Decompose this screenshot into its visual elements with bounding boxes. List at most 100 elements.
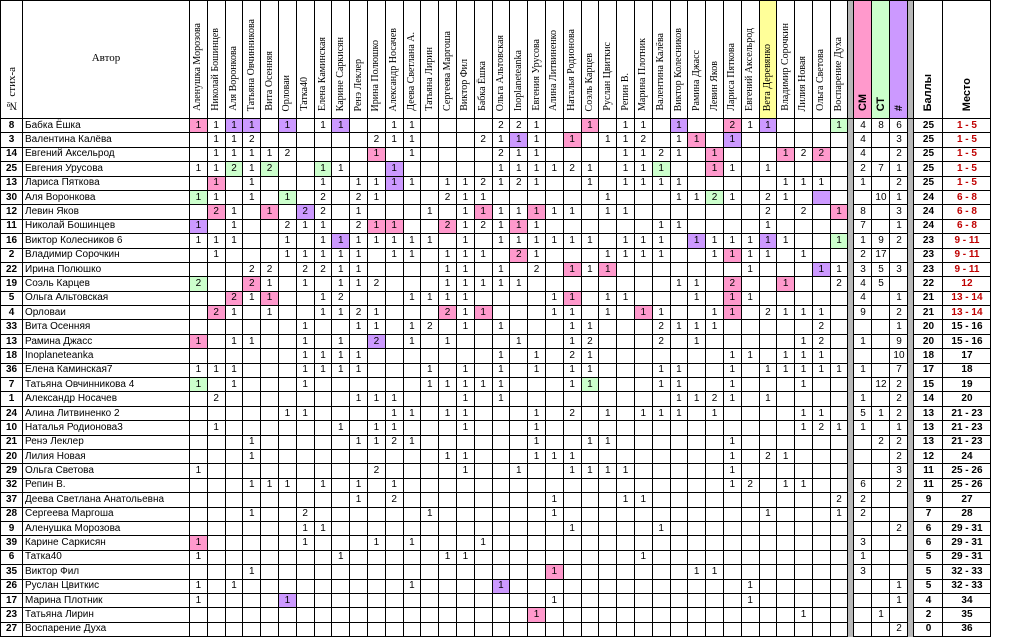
score-cell: [420, 189, 440, 206]
place-cell: 27: [942, 492, 992, 508]
score-cell: [313, 146, 333, 163]
score-cell: 1: [616, 247, 635, 263]
score-cell: [811, 535, 831, 551]
score-cell: [509, 549, 529, 566]
author-name: Евгения Урусова: [22, 161, 190, 177]
score-cell: [331, 621, 351, 637]
author-name: Аленушка Морозова: [22, 520, 190, 537]
place-cell: 29 - 31: [942, 535, 992, 551]
score-cell: [669, 261, 689, 278]
score-cell: [438, 621, 457, 637]
hash-cell: 1: [889, 319, 909, 335]
score-cell: [491, 420, 511, 436]
score-cell: 1: [242, 189, 262, 206]
score-cell: 1: [189, 117, 208, 134]
author-name: Рамина Джасс: [22, 333, 190, 350]
score-cell: 1: [527, 175, 546, 191]
score-cell: [384, 607, 404, 623]
score-cell: 1: [242, 146, 262, 163]
score-cell: 1: [402, 535, 422, 551]
score-cell: [224, 492, 244, 508]
score-cell: [562, 189, 582, 206]
score-cell: [260, 549, 279, 566]
score-cell: 1: [455, 319, 475, 335]
score-cell: [402, 420, 422, 436]
score-cell: [580, 276, 600, 292]
score-cell: 1: [829, 261, 849, 278]
score-cell: [224, 420, 244, 436]
score-cell: 1: [527, 434, 546, 450]
score-cell: 1: [224, 362, 244, 379]
score-cell: 1: [384, 233, 404, 249]
table-row: 1 Александр Носачев 2 1 1 1 1 1 1 1 2 1 1 1 2 14 20: [0, 391, 992, 407]
score-cell: [331, 405, 351, 422]
score-cell: [206, 463, 226, 479]
score-cell: [438, 506, 457, 522]
score-cell: [651, 261, 671, 278]
score-cell: 1: [580, 175, 600, 191]
score-cell: 2: [651, 333, 671, 350]
score-cell: [776, 463, 796, 479]
judge-header-label: Орловаи: [281, 74, 293, 111]
hash-cell: 3: [889, 132, 909, 148]
hash-cell: 2: [889, 391, 909, 407]
score-cell: [491, 448, 511, 465]
place-cell: 6 - 8: [942, 218, 992, 235]
score-cell: [722, 578, 742, 594]
score-cell: [794, 592, 813, 609]
score-cell: 1: [277, 247, 297, 263]
score-cell: [260, 189, 279, 206]
score-cell: [758, 377, 778, 393]
ct-cell: [871, 463, 891, 479]
judge-header-label: Евгения Урусова: [530, 39, 542, 111]
score-cell: 1: [705, 247, 724, 263]
score-cell: 1: [794, 377, 813, 393]
place-cell: 6 - 8: [942, 204, 992, 220]
score-cell: [669, 161, 689, 177]
score-cell: [669, 448, 689, 465]
score-cell: [242, 377, 262, 393]
score-cell: [758, 132, 778, 148]
score-cell: 1: [491, 578, 511, 594]
score-cell: [740, 420, 760, 436]
score-cell: [598, 276, 618, 292]
score-cell: [384, 290, 404, 307]
score-cell: [349, 290, 368, 307]
score-cell: [402, 348, 422, 364]
score-cell: [509, 405, 529, 422]
score-cell: [331, 564, 351, 580]
score-cell: 1: [651, 175, 671, 191]
judge-header-label: Виктор Фил: [459, 59, 471, 111]
score-cell: [366, 362, 386, 379]
score-cell: [473, 564, 493, 580]
total-score: 25: [913, 161, 944, 177]
score-cell: 1: [598, 305, 618, 321]
score-cell: [473, 348, 493, 364]
score-cell: 1: [722, 391, 742, 407]
score-cell: 2: [705, 189, 724, 206]
judge-header: Аленушка Морозова: [189, 0, 208, 119]
score-cell: 1: [455, 189, 475, 206]
cm-cell: 4: [853, 117, 873, 134]
place-cell: 34: [942, 592, 992, 609]
score-cell: [527, 333, 546, 350]
judge-header: Елена Каминская: [313, 0, 333, 119]
table-row: 25 Евгения Урусова 1 1 2 1 2 1 1 1 1 1 1 1 2 1 1 1 1 1 1 1 2 7 1…: [0, 161, 992, 177]
score-cell: [794, 564, 813, 580]
score-cell: [580, 405, 600, 422]
score-cell: 1: [598, 204, 618, 220]
score-cell: [224, 607, 244, 623]
table-row: 21 Ренэ Леклер 1 1 1 2 1 1 1 1 1 2 2 13 21 - 23: [0, 434, 992, 450]
score-cell: [402, 377, 422, 393]
score-cell: [616, 377, 635, 393]
score-cell: 1: [509, 333, 529, 350]
score-cell: [527, 276, 546, 292]
score-cell: 1: [242, 161, 262, 177]
score-cell: 1: [331, 117, 351, 134]
judge-header: Карине Саркисян: [331, 0, 351, 119]
score-cell: 1: [687, 276, 707, 292]
score-cell: [349, 506, 368, 522]
score-cell: [491, 621, 511, 637]
score-cell: 1: [349, 261, 368, 278]
score-cell: [829, 549, 849, 566]
